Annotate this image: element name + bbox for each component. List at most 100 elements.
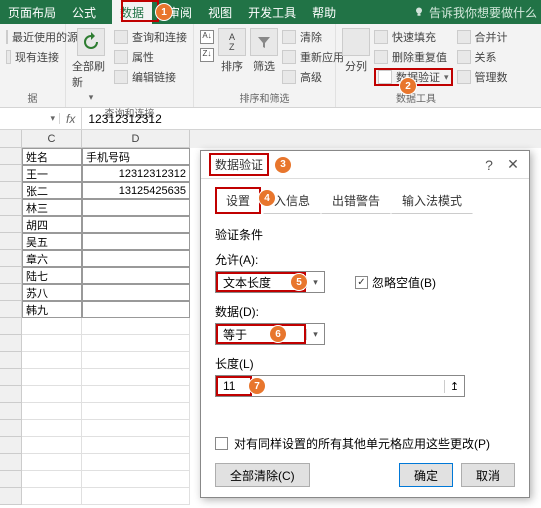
ignore-blank-row[interactable]: ✓ 忽略空值(B)	[355, 274, 436, 291]
cell[interactable]	[22, 335, 82, 352]
row-number[interactable]	[0, 318, 22, 335]
btn-clear-filter[interactable]: 清除	[282, 28, 344, 46]
tab-formulas[interactable]: 公式	[72, 4, 96, 21]
btn-recent-sources[interactable]: 最近使用的源	[6, 28, 59, 46]
row-number[interactable]	[0, 267, 22, 284]
cell[interactable]	[22, 488, 82, 505]
tab-error-alert[interactable]: 出错警告	[321, 187, 391, 214]
ignore-blank-checkbox[interactable]: ✓	[355, 276, 368, 289]
cell[interactable]	[22, 352, 82, 369]
cell[interactable]: 13125425635	[82, 182, 190, 199]
btn-sort-desc[interactable]: Z↓	[200, 46, 214, 64]
cell[interactable]: 12312312312	[82, 165, 190, 182]
cell[interactable]	[22, 471, 82, 488]
name-box[interactable]: ▾	[0, 113, 60, 124]
row-number[interactable]	[0, 199, 22, 216]
cell[interactable]: 陆七	[22, 267, 82, 284]
row-number[interactable]	[0, 301, 22, 318]
cell[interactable]	[82, 301, 190, 318]
row-number[interactable]	[0, 488, 22, 505]
help-button[interactable]: ?	[481, 157, 497, 173]
cell[interactable]: 苏八	[22, 284, 82, 301]
row-number[interactable]	[0, 182, 22, 199]
cell[interactable]	[82, 250, 190, 267]
cell-header-phone[interactable]: 手机号码	[82, 148, 190, 165]
row-number[interactable]	[0, 369, 22, 386]
btn-edit-links[interactable]: 编辑链接	[114, 68, 187, 86]
cell[interactable]	[82, 267, 190, 284]
tab-help[interactable]: 帮助	[312, 4, 336, 21]
btn-existing-conn[interactable]: 现有连接	[6, 48, 59, 66]
cell-header-name[interactable]: 姓名	[22, 148, 82, 165]
btn-properties[interactable]: 属性	[114, 48, 187, 66]
row-number[interactable]	[0, 250, 22, 267]
btn-remove-duplicates[interactable]: 删除重复值	[374, 48, 453, 66]
tell-me-search[interactable]: 告诉我你想要做什么	[413, 4, 537, 21]
cell[interactable]: 张二	[22, 182, 82, 199]
btn-manage-data-model[interactable]: 管理数	[457, 68, 508, 86]
row-number[interactable]	[0, 148, 22, 165]
col-header-D[interactable]: D	[82, 130, 190, 148]
cell[interactable]: 王一	[22, 165, 82, 182]
cell[interactable]	[82, 284, 190, 301]
cell[interactable]	[22, 403, 82, 420]
cell[interactable]	[22, 437, 82, 454]
row-number[interactable]	[0, 437, 22, 454]
range-picker-icon[interactable]: ↥	[444, 380, 464, 393]
btn-queries-connections[interactable]: 查询和连接	[114, 28, 187, 46]
row-number[interactable]	[0, 216, 22, 233]
tab-developer[interactable]: 开发工具	[248, 4, 296, 21]
close-button[interactable]: ✕	[505, 157, 521, 173]
cell[interactable]	[82, 488, 190, 505]
cell[interactable]	[82, 454, 190, 471]
apply-others-checkbox[interactable]	[215, 437, 228, 450]
row-number[interactable]	[0, 403, 22, 420]
btn-consolidate[interactable]: 合并计	[457, 28, 508, 46]
btn-sort[interactable]: AZ排序	[218, 28, 246, 86]
cell[interactable]: 吴五	[22, 233, 82, 250]
cell[interactable]	[82, 437, 190, 454]
row-number[interactable]	[0, 165, 22, 182]
cell[interactable]: 胡四	[22, 216, 82, 233]
clear-all-button[interactable]: 全部清除(C)	[215, 463, 310, 487]
allow-select[interactable]: 文本长度 ▾	[215, 271, 325, 293]
cell[interactable]	[82, 199, 190, 216]
cancel-button[interactable]: 取消	[461, 463, 515, 487]
dialog-titlebar[interactable]: 数据验证 3 ? ✕	[201, 151, 529, 179]
cell[interactable]	[82, 420, 190, 437]
cell[interactable]	[22, 454, 82, 471]
cell[interactable]	[82, 386, 190, 403]
row-number[interactable]	[0, 352, 22, 369]
btn-text-to-columns[interactable]: 分列	[342, 28, 370, 86]
tab-ime-mode[interactable]: 输入法模式	[391, 187, 473, 214]
cell[interactable]	[82, 471, 190, 488]
cell[interactable]	[82, 352, 190, 369]
fx-label[interactable]: fx	[60, 108, 82, 129]
row-number[interactable]	[0, 233, 22, 250]
row-number[interactable]	[0, 335, 22, 352]
btn-refresh-all[interactable]: 全部刷新▾	[72, 28, 110, 103]
cell[interactable]: 章六	[22, 250, 82, 267]
btn-flash-fill[interactable]: 快速填充	[374, 28, 453, 46]
btn-sort-asc[interactable]: A↓	[200, 28, 214, 46]
cell[interactable]	[22, 369, 82, 386]
cell[interactable]	[22, 386, 82, 403]
cell[interactable]	[82, 369, 190, 386]
btn-reapply[interactable]: 重新应用	[282, 48, 344, 66]
cell[interactable]	[82, 403, 190, 420]
cell[interactable]	[82, 335, 190, 352]
tab-page-layout[interactable]: 页面布局	[8, 4, 56, 21]
btn-advanced-filter[interactable]: 高级	[282, 68, 344, 86]
tab-settings[interactable]: 设置	[215, 187, 261, 214]
btn-filter[interactable]: 筛选	[250, 28, 278, 86]
col-header-C[interactable]: C	[22, 130, 82, 148]
row-number[interactable]	[0, 284, 22, 301]
cell[interactable]: 林三	[22, 199, 82, 216]
cell[interactable]	[82, 233, 190, 250]
apply-others-row[interactable]: 对有同样设置的所有其他单元格应用这些更改(P)	[215, 435, 515, 452]
btn-relationships[interactable]: 关系	[457, 48, 508, 66]
cell[interactable]	[82, 216, 190, 233]
select-all-corner[interactable]	[0, 130, 22, 148]
row-number[interactable]	[0, 386, 22, 403]
cell[interactable]	[82, 318, 190, 335]
